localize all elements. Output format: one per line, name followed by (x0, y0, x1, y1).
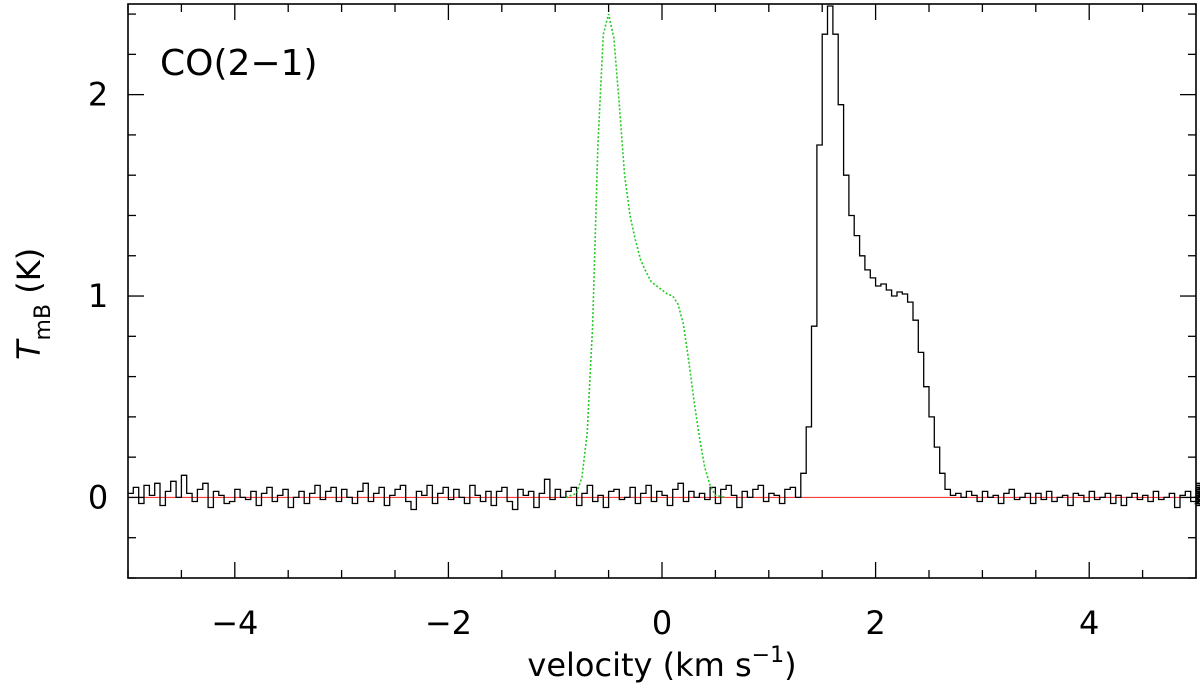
y-tick-label: 1 (88, 277, 108, 315)
chart-ticks: −4 −2 0 2 4 0 1 2 (88, 4, 1197, 642)
annotation-label: CO(2−1) (160, 43, 318, 84)
x-axis-label: velocity (km s−1) (527, 643, 796, 683)
y-axis-label-symbol: T (10, 338, 48, 360)
x-tick-label: −4 (211, 604, 258, 642)
y-axis-label-subscript: mB (31, 304, 56, 341)
y-axis-label: TmB (K) (10, 248, 56, 360)
chart-marks (128, 5, 1200, 511)
x-tick-label: 2 (865, 604, 885, 642)
y-tick-label: 2 (88, 76, 108, 114)
x-tick-label: 0 (652, 604, 672, 642)
spectrum-series (128, 5, 1200, 511)
y-axis-label-unit: (K) (10, 248, 48, 304)
x-tick-label: −2 (425, 604, 472, 642)
x-tick-label: 4 (1079, 604, 1099, 642)
y-tick-label: 0 (88, 478, 108, 516)
x-axis-label-close: ) (784, 646, 796, 683)
fit-series (565, 13, 727, 499)
x-axis-label-exponent: −1 (752, 643, 784, 668)
x-axis-label-main: velocity (km s (527, 646, 751, 683)
